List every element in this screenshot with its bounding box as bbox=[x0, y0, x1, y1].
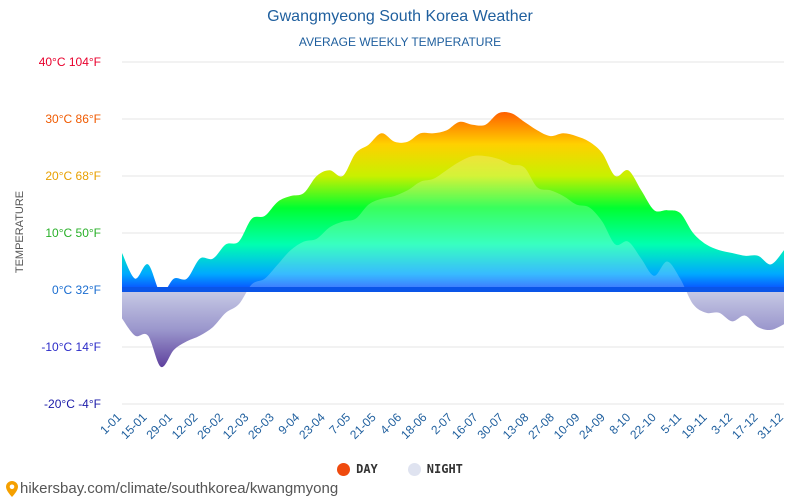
x-tick-label-18: 10-09 bbox=[551, 410, 583, 442]
y-tick-label-3: 10°C 50°F bbox=[45, 226, 101, 240]
legend-item-night[interactable]: NIGHT bbox=[407, 462, 463, 476]
x-tick-label-19: 24-09 bbox=[576, 410, 608, 442]
night-series-area bbox=[122, 155, 784, 290]
y-tick-label-5: -10°C 14°F bbox=[41, 340, 101, 354]
x-tick-label-6: 26-03 bbox=[245, 410, 277, 442]
x-axis-ticks: 1-0115-0129-0112-0226-0212-0326-039-0423… bbox=[97, 410, 786, 442]
x-tick-label-16: 13-08 bbox=[500, 410, 532, 442]
day-series-area bbox=[122, 112, 784, 290]
legend-day-dot-icon bbox=[337, 462, 351, 476]
y-tick-label-4: 0°C 32°F bbox=[52, 283, 101, 297]
legend-day-label: DAY bbox=[356, 462, 378, 476]
chart-title: Gwangmyeong South Korea Weather bbox=[267, 8, 533, 25]
x-tick-label-8: 23-04 bbox=[296, 410, 328, 442]
y-tick-label-1: 30°C 86°F bbox=[45, 112, 101, 126]
footer-url: hikersbay.com/climate/southkorea/kwangmy… bbox=[20, 480, 339, 497]
x-tick-label-4: 26-02 bbox=[194, 410, 226, 442]
footer-link[interactable]: hikersbay.com/climate/southkorea/kwangmy… bbox=[6, 480, 338, 497]
y-tick-label-2: 20°C 68°F bbox=[45, 169, 101, 183]
x-tick-label-2: 29-01 bbox=[143, 410, 175, 442]
zero-baseline bbox=[122, 287, 784, 292]
x-tick-label-14: 16-07 bbox=[449, 410, 481, 442]
area-layer bbox=[122, 112, 784, 368]
x-tick-label-10: 21-05 bbox=[347, 410, 379, 442]
x-tick-label-3: 12-02 bbox=[169, 410, 201, 442]
x-tick-label-12: 18-06 bbox=[398, 410, 430, 442]
chart-subtitle: AVERAGE WEEKLY TEMPERATURE bbox=[298, 35, 502, 49]
legend: DAY NIGHT bbox=[0, 462, 800, 476]
x-tick-label-15: 30-07 bbox=[474, 410, 506, 442]
y-axis-label: TEMPERATURE bbox=[14, 190, 26, 274]
legend-night-dot-icon bbox=[407, 462, 421, 476]
y-axis-ticks: 40°C 104°F 30°C 86°F 20°C 68°F 10°C 50°F 0°C… bbox=[39, 55, 101, 411]
x-tick-label-5: 12-03 bbox=[220, 410, 252, 442]
night-series-area-below-zero bbox=[122, 290, 784, 368]
legend-item-day[interactable]: DAY bbox=[337, 462, 378, 476]
legend-night-label: NIGHT bbox=[426, 462, 463, 476]
x-tick-label-17: 27-08 bbox=[525, 410, 557, 442]
x-tick-label-23: 19-11 bbox=[679, 410, 710, 441]
y-tick-label-0: 40°C 104°F bbox=[39, 55, 101, 69]
x-tick-label-1: 15-01 bbox=[118, 410, 150, 442]
y-tick-label-6: -20°C -4°F bbox=[44, 397, 101, 411]
x-tick-label-21: 22-10 bbox=[627, 410, 659, 442]
location-pin-icon bbox=[6, 480, 18, 497]
x-tick-label-25: 17-12 bbox=[729, 410, 761, 442]
x-tick-label-26: 31-12 bbox=[755, 410, 787, 442]
